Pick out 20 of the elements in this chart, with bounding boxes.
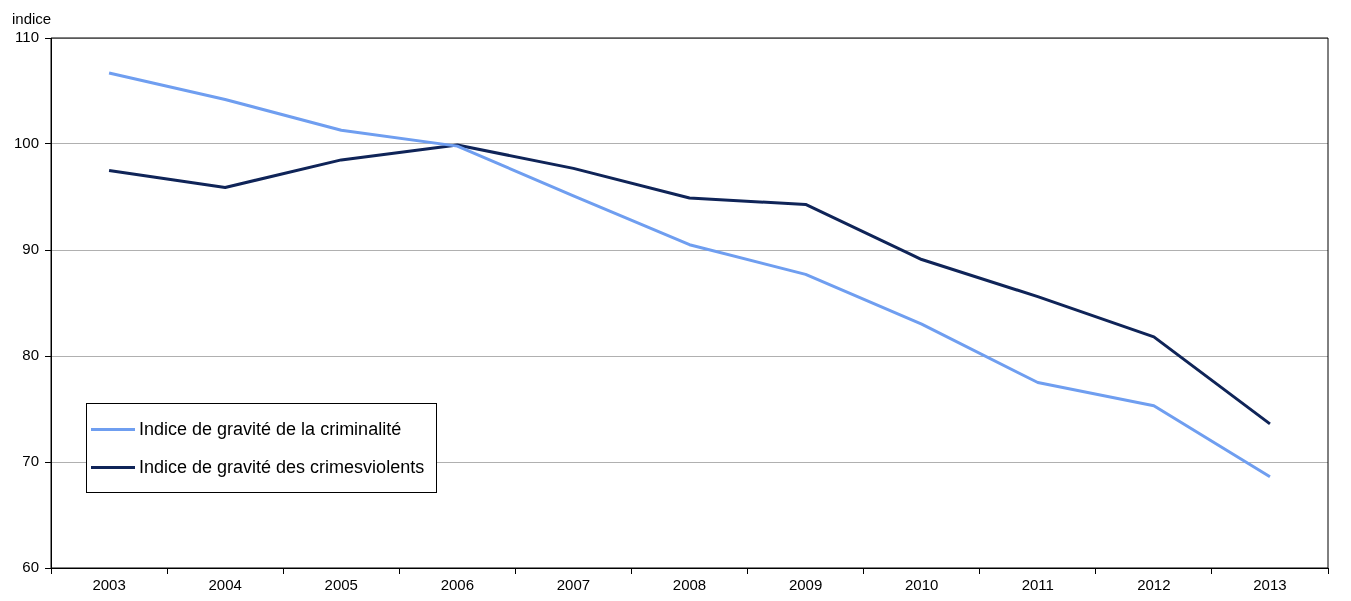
- x-tick-label: 2010: [905, 576, 939, 594]
- y-tick-label: 110: [15, 28, 40, 46]
- x-tick-label: 2012: [1137, 576, 1171, 594]
- x-tick-label: 2005: [324, 576, 358, 594]
- y-tick-label: 100: [14, 134, 40, 152]
- x-tick-label: 2008: [672, 576, 707, 594]
- x-tick-label: 2009: [788, 576, 823, 594]
- y-tick-label: 60: [22, 558, 40, 576]
- x-tick-label: 2004: [208, 576, 242, 594]
- legend-label: Indice de gravité de la criminalité: [139, 418, 402, 440]
- x-tick-label: 2013: [1253, 576, 1287, 594]
- legend-label: Indice de gravité des crimesviolents: [139, 456, 425, 478]
- x-tick-label: 2011: [1021, 576, 1054, 594]
- y-tick-label: 80: [22, 346, 40, 364]
- y-tick-label: 70: [22, 452, 40, 470]
- y-tick-label: 90: [22, 240, 40, 258]
- x-tick-label: 2007: [556, 576, 591, 594]
- x-tick-label: 2003: [92, 576, 126, 594]
- x-tick-label: 2006: [440, 576, 475, 594]
- y-axis-title: indice: [12, 9, 52, 27]
